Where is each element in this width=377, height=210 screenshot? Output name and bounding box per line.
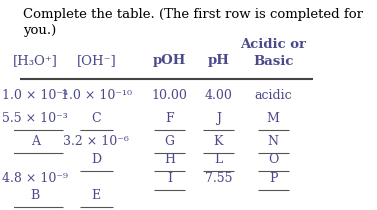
Text: pH: pH — [207, 54, 229, 67]
Text: P: P — [269, 172, 277, 185]
Text: C: C — [92, 112, 101, 125]
Text: E: E — [92, 189, 101, 202]
Text: M: M — [267, 112, 280, 125]
Text: 3.2 × 10⁻⁶: 3.2 × 10⁻⁶ — [63, 135, 129, 148]
Text: O: O — [268, 154, 279, 166]
Text: 4.8 × 10⁻⁹: 4.8 × 10⁻⁹ — [2, 172, 68, 185]
Text: A: A — [31, 135, 40, 148]
Text: F: F — [165, 112, 174, 125]
Text: [H₃O⁺]: [H₃O⁺] — [13, 54, 58, 67]
Text: acidic: acidic — [254, 89, 292, 102]
Text: you.): you.) — [23, 24, 56, 37]
Text: D: D — [91, 154, 101, 166]
Text: 1.0 × 10⁻¹⁰: 1.0 × 10⁻¹⁰ — [61, 89, 132, 102]
Text: [OH⁻]: [OH⁻] — [77, 54, 116, 67]
Text: G: G — [164, 135, 175, 148]
Text: 4.00: 4.00 — [204, 89, 232, 102]
Text: H: H — [164, 154, 175, 166]
Text: 5.5 × 10⁻³: 5.5 × 10⁻³ — [2, 112, 68, 125]
Text: I: I — [167, 172, 172, 185]
Text: Complete the table. (The first row is completed for: Complete the table. (The first row is co… — [23, 8, 363, 21]
Text: pOH: pOH — [153, 54, 186, 67]
Text: K: K — [214, 135, 223, 148]
Text: J: J — [216, 112, 221, 125]
Text: N: N — [268, 135, 279, 148]
Text: 7.55: 7.55 — [205, 172, 232, 185]
Text: Acidic or: Acidic or — [240, 38, 306, 51]
Text: L: L — [214, 154, 222, 166]
Text: 10.00: 10.00 — [152, 89, 187, 102]
Text: 1.0 × 10⁻⁴: 1.0 × 10⁻⁴ — [2, 89, 68, 102]
Text: Basic: Basic — [253, 55, 293, 68]
Text: B: B — [31, 189, 40, 202]
